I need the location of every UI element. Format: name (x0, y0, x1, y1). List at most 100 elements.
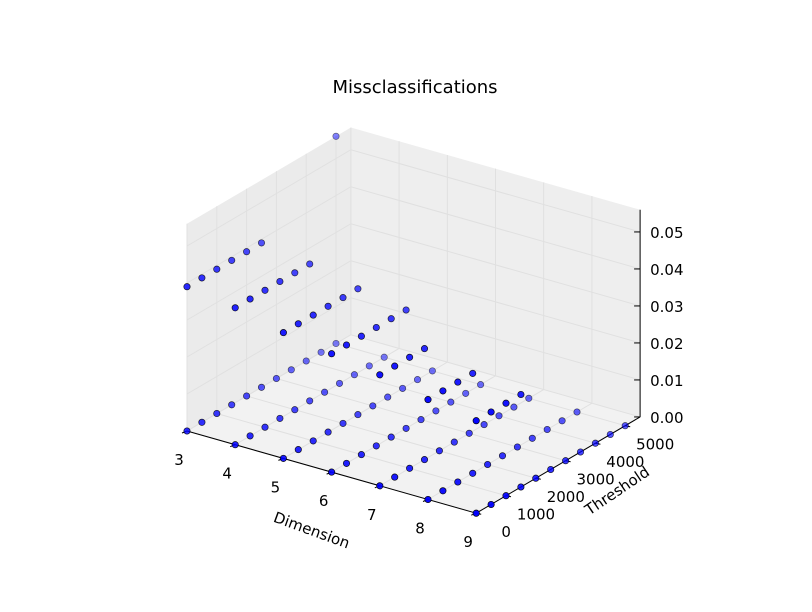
x-tick-label: 4 (222, 465, 232, 483)
data-point (257, 239, 266, 247)
data-point (439, 487, 447, 495)
data-point (562, 457, 570, 465)
data-point (424, 396, 432, 404)
data-point (339, 419, 347, 427)
z-grid-line (186, 334, 641, 432)
data-point (528, 434, 536, 442)
data-point (576, 448, 585, 456)
data-point (291, 269, 299, 277)
data-point (591, 439, 599, 447)
data-point (350, 371, 358, 379)
data-point (387, 315, 395, 323)
data-point (384, 393, 392, 401)
data-point (279, 329, 287, 337)
data-point (257, 383, 266, 391)
data-point (272, 374, 280, 383)
z-tick-label: 0.03 (650, 298, 683, 316)
x-tick-label: 8 (415, 520, 425, 538)
chart-title: Missclassifications (332, 77, 497, 98)
data-point (335, 379, 344, 387)
data-point (376, 371, 384, 379)
data-point (606, 430, 614, 439)
data-point (402, 424, 410, 432)
z-tick-label: 0.04 (650, 261, 683, 279)
data-point (406, 353, 414, 361)
data-point (532, 474, 540, 482)
x-tick-label: 7 (367, 506, 377, 524)
data-point (261, 286, 269, 294)
data-point (477, 381, 485, 389)
left-wall-pane (187, 127, 351, 432)
data-point (525, 394, 533, 402)
data-point (306, 397, 314, 405)
x-tick-label: 9 (463, 533, 473, 551)
data-point (302, 357, 310, 365)
x-tick-label: 3 (174, 451, 184, 469)
data-point (517, 483, 525, 491)
y-tick-label: 1000 (517, 506, 555, 524)
z-grid-line (186, 186, 641, 284)
data-point (487, 408, 495, 416)
data-point (454, 478, 462, 486)
z-grid-line (186, 149, 641, 247)
data-point (391, 473, 399, 481)
data-point (543, 425, 551, 434)
data-point (573, 408, 581, 416)
data-point (332, 339, 340, 348)
data-point (243, 248, 251, 256)
data-point (261, 423, 269, 431)
data-point (558, 417, 566, 425)
z-grid-line (186, 297, 641, 395)
data-point (369, 402, 377, 410)
x-axis-label: Dimension (271, 508, 352, 552)
data-point (231, 441, 239, 449)
data-point (621, 422, 629, 430)
data-point (317, 348, 325, 356)
data-point (495, 412, 503, 420)
data-point (342, 341, 351, 349)
data-point (243, 392, 251, 400)
data-point (228, 401, 236, 409)
data-point (354, 411, 362, 419)
data-point (231, 304, 239, 312)
data-point (357, 332, 365, 340)
data-point (228, 256, 236, 264)
data-point (291, 406, 299, 414)
x-tick-label: 6 (319, 492, 329, 510)
data-point (498, 452, 507, 460)
data-point (413, 376, 422, 384)
data-point (213, 265, 221, 273)
data-point (391, 362, 399, 370)
z-tick-label: 0.02 (650, 335, 683, 353)
data-point (294, 446, 302, 454)
data-point (372, 442, 380, 450)
data-point (246, 295, 254, 303)
data-point (465, 429, 473, 437)
data-point (354, 285, 362, 293)
data-point (402, 306, 410, 314)
data-point (294, 320, 302, 328)
data-point (198, 274, 206, 282)
data-point (432, 407, 440, 415)
data-point (480, 421, 488, 429)
data-point (469, 369, 477, 377)
data-point (502, 492, 510, 500)
y-tick-label: 0 (501, 523, 511, 541)
axis-panes (187, 127, 641, 514)
data-point (339, 294, 347, 302)
data-point (472, 509, 480, 517)
data-point (321, 388, 329, 396)
data-point (469, 469, 477, 477)
data-point (309, 311, 317, 319)
data-point (372, 323, 380, 332)
data-point (399, 384, 407, 392)
data-point (328, 350, 336, 358)
data-point (447, 398, 455, 406)
y-tick-label: 5000 (636, 436, 674, 454)
data-point (454, 378, 462, 386)
data-point (510, 403, 518, 411)
data-point (420, 456, 429, 464)
data-point (439, 387, 447, 395)
